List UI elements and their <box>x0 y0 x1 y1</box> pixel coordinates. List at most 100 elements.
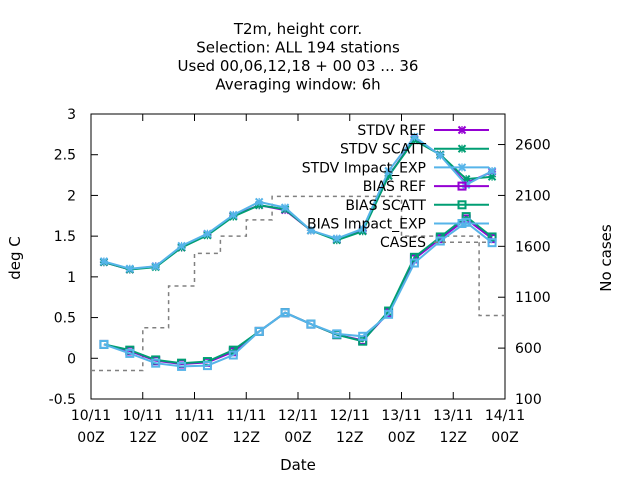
legend: STDV REF STDV SCATT STDV Impact_EXP BIAS RE… <box>302 123 489 251</box>
legend-entry: STDV Impact_EXP <box>302 160 489 176</box>
data-point <box>409 258 419 268</box>
legend-entry: BIAS REF <box>363 179 489 195</box>
data-point <box>228 350 238 360</box>
legend-label: STDV Impact_EXP <box>302 160 426 176</box>
data-point <box>99 339 109 349</box>
data-point <box>254 197 264 207</box>
data-point <box>487 238 497 248</box>
x-tick-label-hour: 12Z <box>233 430 260 446</box>
data-point <box>436 151 445 160</box>
legend-label: BIAS Impact_EXP <box>307 217 426 233</box>
legend-entry: STDV SCATT <box>340 142 489 158</box>
legend-marker <box>457 144 467 153</box>
legend-entry: STDV REF <box>357 123 489 139</box>
legend-label: CASES <box>380 235 426 251</box>
y-tick-label: 0.5 <box>54 311 76 327</box>
x-tick-label-hour: 12Z <box>440 430 467 446</box>
data-point <box>280 308 290 318</box>
y-tick-label: 1 <box>67 270 76 286</box>
data-point <box>254 326 264 336</box>
data-point <box>151 262 160 271</box>
legend-marker <box>457 200 467 210</box>
data-point <box>99 257 109 266</box>
x-tick-label-hour: 00Z <box>388 430 415 446</box>
series-line <box>103 221 493 368</box>
legend-entry: BIAS Impact_EXP <box>307 217 489 233</box>
y-axis-label: deg C <box>6 236 24 280</box>
series-line <box>103 217 493 366</box>
y2-axis-label: No cases <box>597 224 615 292</box>
axes: -0.5 0 0.5 1 1.5 2 2.5 3 100 600 1100 1600 2100 2600 1… <box>49 107 551 446</box>
data-point <box>202 361 212 371</box>
data-point <box>229 210 238 220</box>
legend-label: STDV SCATT <box>340 142 426 158</box>
title-line: T2m, height corr. <box>233 20 362 38</box>
data-point <box>306 319 316 329</box>
y-tick-label: 1.5 <box>54 229 76 245</box>
legend-label: BIAS REF <box>363 179 426 195</box>
y-tick-label: 3 <box>67 107 76 123</box>
x-tick-label-hour: 00Z <box>284 430 311 446</box>
y2-tick-label: 2100 <box>515 188 551 204</box>
legend-entry: BIAS SCATT <box>345 198 489 214</box>
data-point <box>358 224 367 234</box>
title-line: Averaging window: 6h <box>215 76 380 94</box>
data-point <box>409 252 419 262</box>
x-tick-label-date: 11/11 <box>174 408 214 424</box>
data-point <box>384 309 394 319</box>
title-line: Used 00,06,12,18 + 00 03 ... 36 <box>178 57 419 75</box>
legend-marker <box>457 181 467 191</box>
data-point <box>125 264 135 273</box>
data-point <box>487 232 497 242</box>
series-line <box>103 137 493 271</box>
data-point <box>203 229 212 238</box>
x-tick-label-hour: 00Z <box>77 430 104 446</box>
data-point <box>410 132 419 142</box>
x-tick-label-hour: 12Z <box>336 430 363 446</box>
plot-series <box>91 132 505 372</box>
x-tick-label-date: 10/11 <box>71 408 111 424</box>
data-point <box>177 361 187 371</box>
legend-marker <box>457 125 467 135</box>
data-point <box>332 234 342 243</box>
data-point <box>151 358 161 368</box>
x-tick-label-date: 13/11 <box>381 408 421 424</box>
series-bias-impact-exp <box>99 217 497 371</box>
series-line <box>103 215 493 365</box>
chart-title: T2m, height corr.Selection: ALL 194 stat… <box>178 20 419 94</box>
data-point <box>384 166 393 176</box>
x-tick-label-date: 13/11 <box>433 408 473 424</box>
x-tick-label-date: 14/11 <box>485 408 525 424</box>
series-bias-scatt <box>99 212 497 368</box>
x-tick-label-date: 12/11 <box>330 408 370 424</box>
legend-marker <box>457 219 467 228</box>
series-line <box>91 195 505 372</box>
series-cases <box>91 195 505 372</box>
series-line <box>103 135 493 270</box>
x-tick-label-date: 10/11 <box>123 408 163 424</box>
x-tick-label-hour: 12Z <box>129 430 156 446</box>
x-axis-label: Date <box>280 456 316 474</box>
series-line <box>103 138 493 271</box>
y-tick-label: 2 <box>67 188 76 204</box>
y-tick-label: 0 <box>67 351 76 367</box>
data-point <box>435 236 445 246</box>
data-point <box>125 348 135 358</box>
x-tick-label-hour: 00Z <box>181 430 208 446</box>
x-tick-label-date: 12/11 <box>278 408 318 424</box>
data-point <box>358 336 368 346</box>
series-stdv-impact-exp <box>99 132 497 273</box>
data-point <box>177 241 186 251</box>
legend-entry: CASES <box>380 235 489 251</box>
data-point <box>280 203 290 212</box>
y2-tick-label: 2600 <box>515 138 551 154</box>
y2-tick-label: 1600 <box>515 239 551 255</box>
legend-label: BIAS SCATT <box>345 198 426 214</box>
y2-tick-label: 100 <box>515 392 542 408</box>
y-tick-label: -0.5 <box>49 392 76 408</box>
title-line: Selection: ALL 194 stations <box>196 39 400 57</box>
data-point <box>306 226 316 235</box>
x-tick-label-date: 11/11 <box>226 408 266 424</box>
y2-tick-label: 1100 <box>515 290 551 306</box>
